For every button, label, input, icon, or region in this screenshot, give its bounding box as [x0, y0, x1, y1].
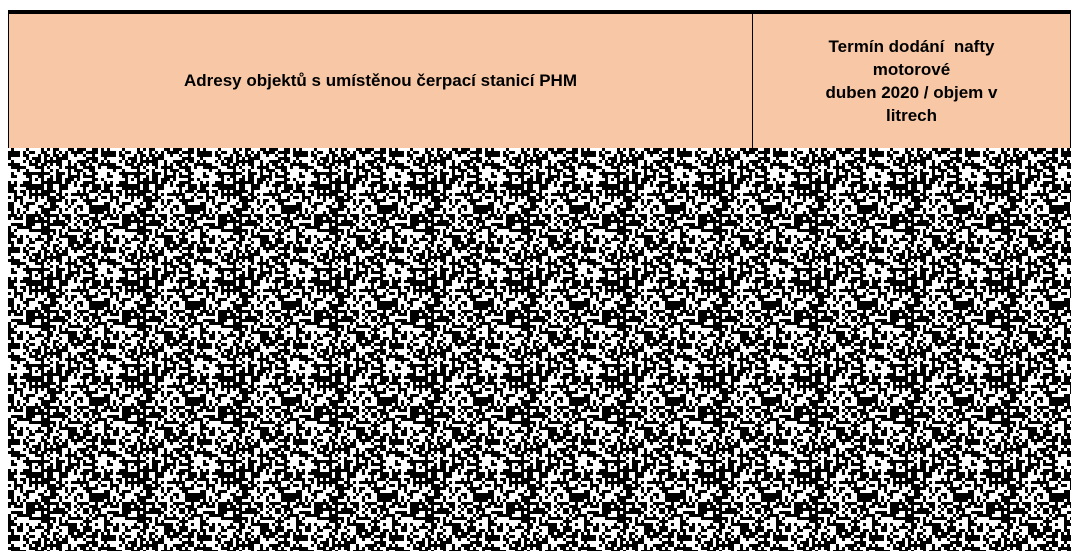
- header-cell: Adresy objektů s umístěnou čerpací stani…: [9, 14, 753, 148]
- table-header: Adresy objektů s umístěnou čerpací stani…: [8, 10, 1071, 148]
- column-title-line: duben 2020 / objem v: [825, 83, 998, 102]
- redacted-area: [8, 148, 1071, 551]
- column-title-line: motorové: [872, 60, 951, 79]
- header-cell: Termín dodání nafty motorové duben 2020 …: [753, 14, 1070, 148]
- noise: [8, 148, 1071, 551]
- column-title: Adresy objektů s umístěnou čerpací stani…: [183, 71, 577, 90]
- column-title-line: litrech: [885, 106, 938, 125]
- column-title-line: Termín dodání nafty: [828, 37, 995, 56]
